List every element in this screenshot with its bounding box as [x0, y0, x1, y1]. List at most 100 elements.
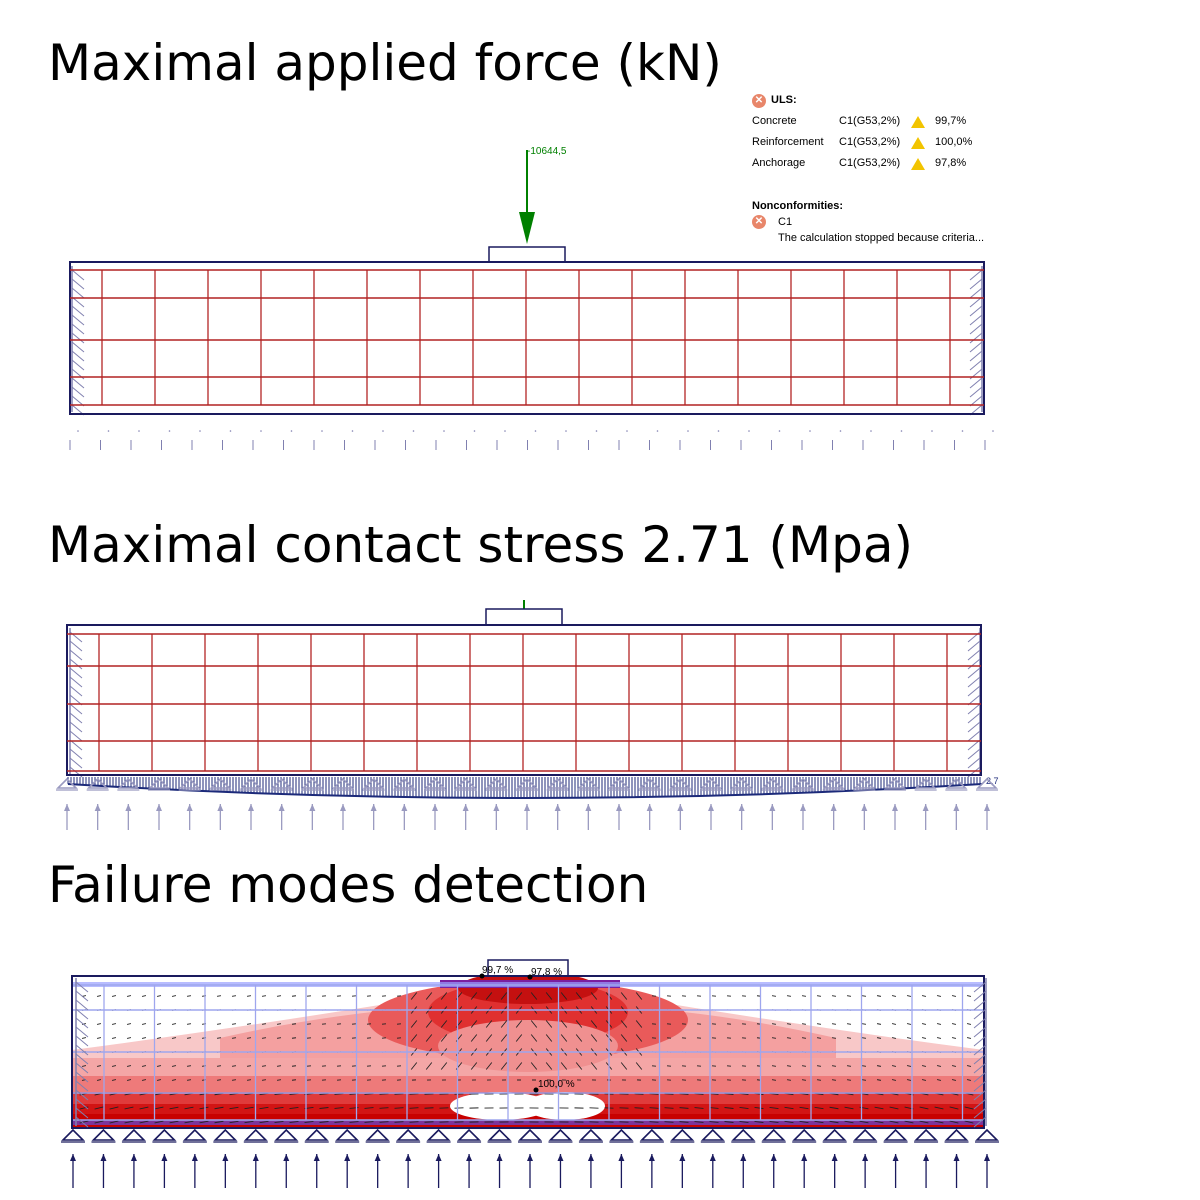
- uls-row-name: Reinforcement: [752, 136, 824, 148]
- support-dot: [809, 430, 811, 432]
- reaction-arrowhead: [252, 1154, 259, 1161]
- support-dot: [717, 430, 720, 432]
- support-triangle: [975, 1128, 999, 1141]
- heading-failure-modes: Failure modes detection: [48, 856, 649, 914]
- hatch-stroke: [967, 676, 981, 688]
- result-labels: 99,7 % 97,8 % 100,0 %: [479, 965, 575, 1093]
- reaction-arrowhead: [370, 804, 377, 811]
- stress-tick: [801, 1023, 807, 1025]
- stress-tick: [936, 1079, 942, 1081]
- support-dot: [687, 430, 689, 432]
- stress-tick: [485, 1020, 493, 1028]
- hatch-stroke: [973, 1026, 987, 1038]
- support-triangle: [822, 777, 845, 789]
- support-dot: [473, 430, 476, 432]
- stress-tick: [951, 1079, 957, 1081]
- stress-tick: [846, 1037, 852, 1039]
- stress-tick: [891, 995, 897, 997]
- hatch-stroke: [75, 1017, 89, 1029]
- hatch-stroke: [969, 305, 983, 317]
- stress-tick: [156, 1023, 162, 1025]
- stress-tick: [846, 1023, 852, 1025]
- reaction-arrowhead: [283, 1154, 290, 1161]
- stress-tick: [244, 1120, 254, 1124]
- support-triangle: [639, 1128, 664, 1141]
- support-triangle: [670, 1128, 695, 1141]
- stress-tick: [934, 1106, 944, 1110]
- stress-tick: [169, 1120, 179, 1124]
- reaction-arrowhead: [648, 1154, 655, 1161]
- stress-tick: [784, 1120, 794, 1124]
- stress-tick: [231, 1037, 237, 1039]
- uls-row-combo: C1(G53,2%): [839, 115, 901, 127]
- hatch-stroke: [969, 323, 983, 335]
- stress-tick: [754, 1106, 764, 1110]
- hatch-stroke: [973, 990, 987, 1002]
- stress-tick: [951, 995, 957, 997]
- support-dot: [351, 430, 354, 432]
- stress-tick: [949, 1120, 959, 1124]
- stress-tick: [216, 1023, 222, 1025]
- support-triangle: [546, 777, 569, 789]
- stress-tick: [425, 1062, 433, 1070]
- reaction-arrowhead: [616, 804, 622, 811]
- support-triangle: [945, 777, 968, 789]
- stress-tick: [620, 1020, 628, 1028]
- stress-tick: [171, 995, 177, 997]
- support-triangle: [761, 777, 784, 789]
- stress-tick: [216, 1065, 222, 1067]
- stress-tick: [560, 1034, 568, 1042]
- stress-edge-label: 2,7: [986, 776, 999, 786]
- hatch-stroke: [69, 676, 83, 688]
- stress-tick: [186, 1065, 192, 1067]
- support-triangle: [365, 1128, 390, 1141]
- stress-tick: [575, 992, 583, 1000]
- stress-tick: [261, 1023, 267, 1025]
- reinforcement-grid: [67, 633, 981, 772]
- stress-tick: [111, 995, 117, 997]
- stress-tick: [319, 1107, 329, 1109]
- reaction-arrowhead: [527, 1154, 533, 1161]
- support-triangle: [457, 1128, 481, 1141]
- reaction-arrowhead: [340, 804, 346, 811]
- reaction-arrowhead: [769, 804, 776, 811]
- stress-tick: [111, 1023, 117, 1025]
- support-triangle: [822, 1128, 847, 1141]
- stress-tick: [470, 1034, 478, 1042]
- stress-tick: [891, 1023, 897, 1025]
- hatch-stroke: [69, 667, 83, 679]
- stress-tick: [846, 1079, 852, 1081]
- stress-tick: [291, 1037, 297, 1039]
- hatch-stroke: [71, 386, 85, 398]
- stress-tick: [425, 1020, 433, 1028]
- hatch-stroke: [967, 649, 981, 661]
- stress-tick: [936, 1037, 942, 1039]
- stress-tick: [171, 1037, 177, 1039]
- reaction-arrowhead: [862, 1154, 869, 1161]
- stress-tick: [425, 992, 433, 1000]
- support-triangle: [122, 1128, 146, 1141]
- stress-tick: [921, 1065, 927, 1067]
- support-dot: [748, 430, 750, 432]
- support-triangle: [304, 1128, 329, 1141]
- stress-tick: [816, 1023, 822, 1025]
- load-plate: [488, 246, 566, 263]
- support-dot: [839, 430, 842, 432]
- stress-tick: [966, 1023, 972, 1025]
- reaction-arrowhead: [984, 804, 990, 811]
- stress-tick: [485, 992, 493, 1000]
- nonconformity-message: The calculation stopped because criteria…: [778, 232, 985, 244]
- reaction-arrows: [70, 1154, 990, 1188]
- stress-tick: [410, 992, 418, 1000]
- stress-tick: [769, 1106, 779, 1110]
- stress-tick: [126, 995, 132, 997]
- support-triangle: [608, 777, 630, 789]
- support-dot: [778, 430, 781, 432]
- stress-tick: [861, 1065, 867, 1067]
- heading-contact-stress: Maximal contact stress 2.71 (Mpa): [48, 516, 914, 574]
- hatch-stroke: [967, 712, 981, 724]
- stress-tick: [771, 1065, 777, 1067]
- support-dot: [504, 430, 506, 432]
- stress-tick: [919, 1120, 929, 1124]
- hatch-stroke: [71, 323, 85, 335]
